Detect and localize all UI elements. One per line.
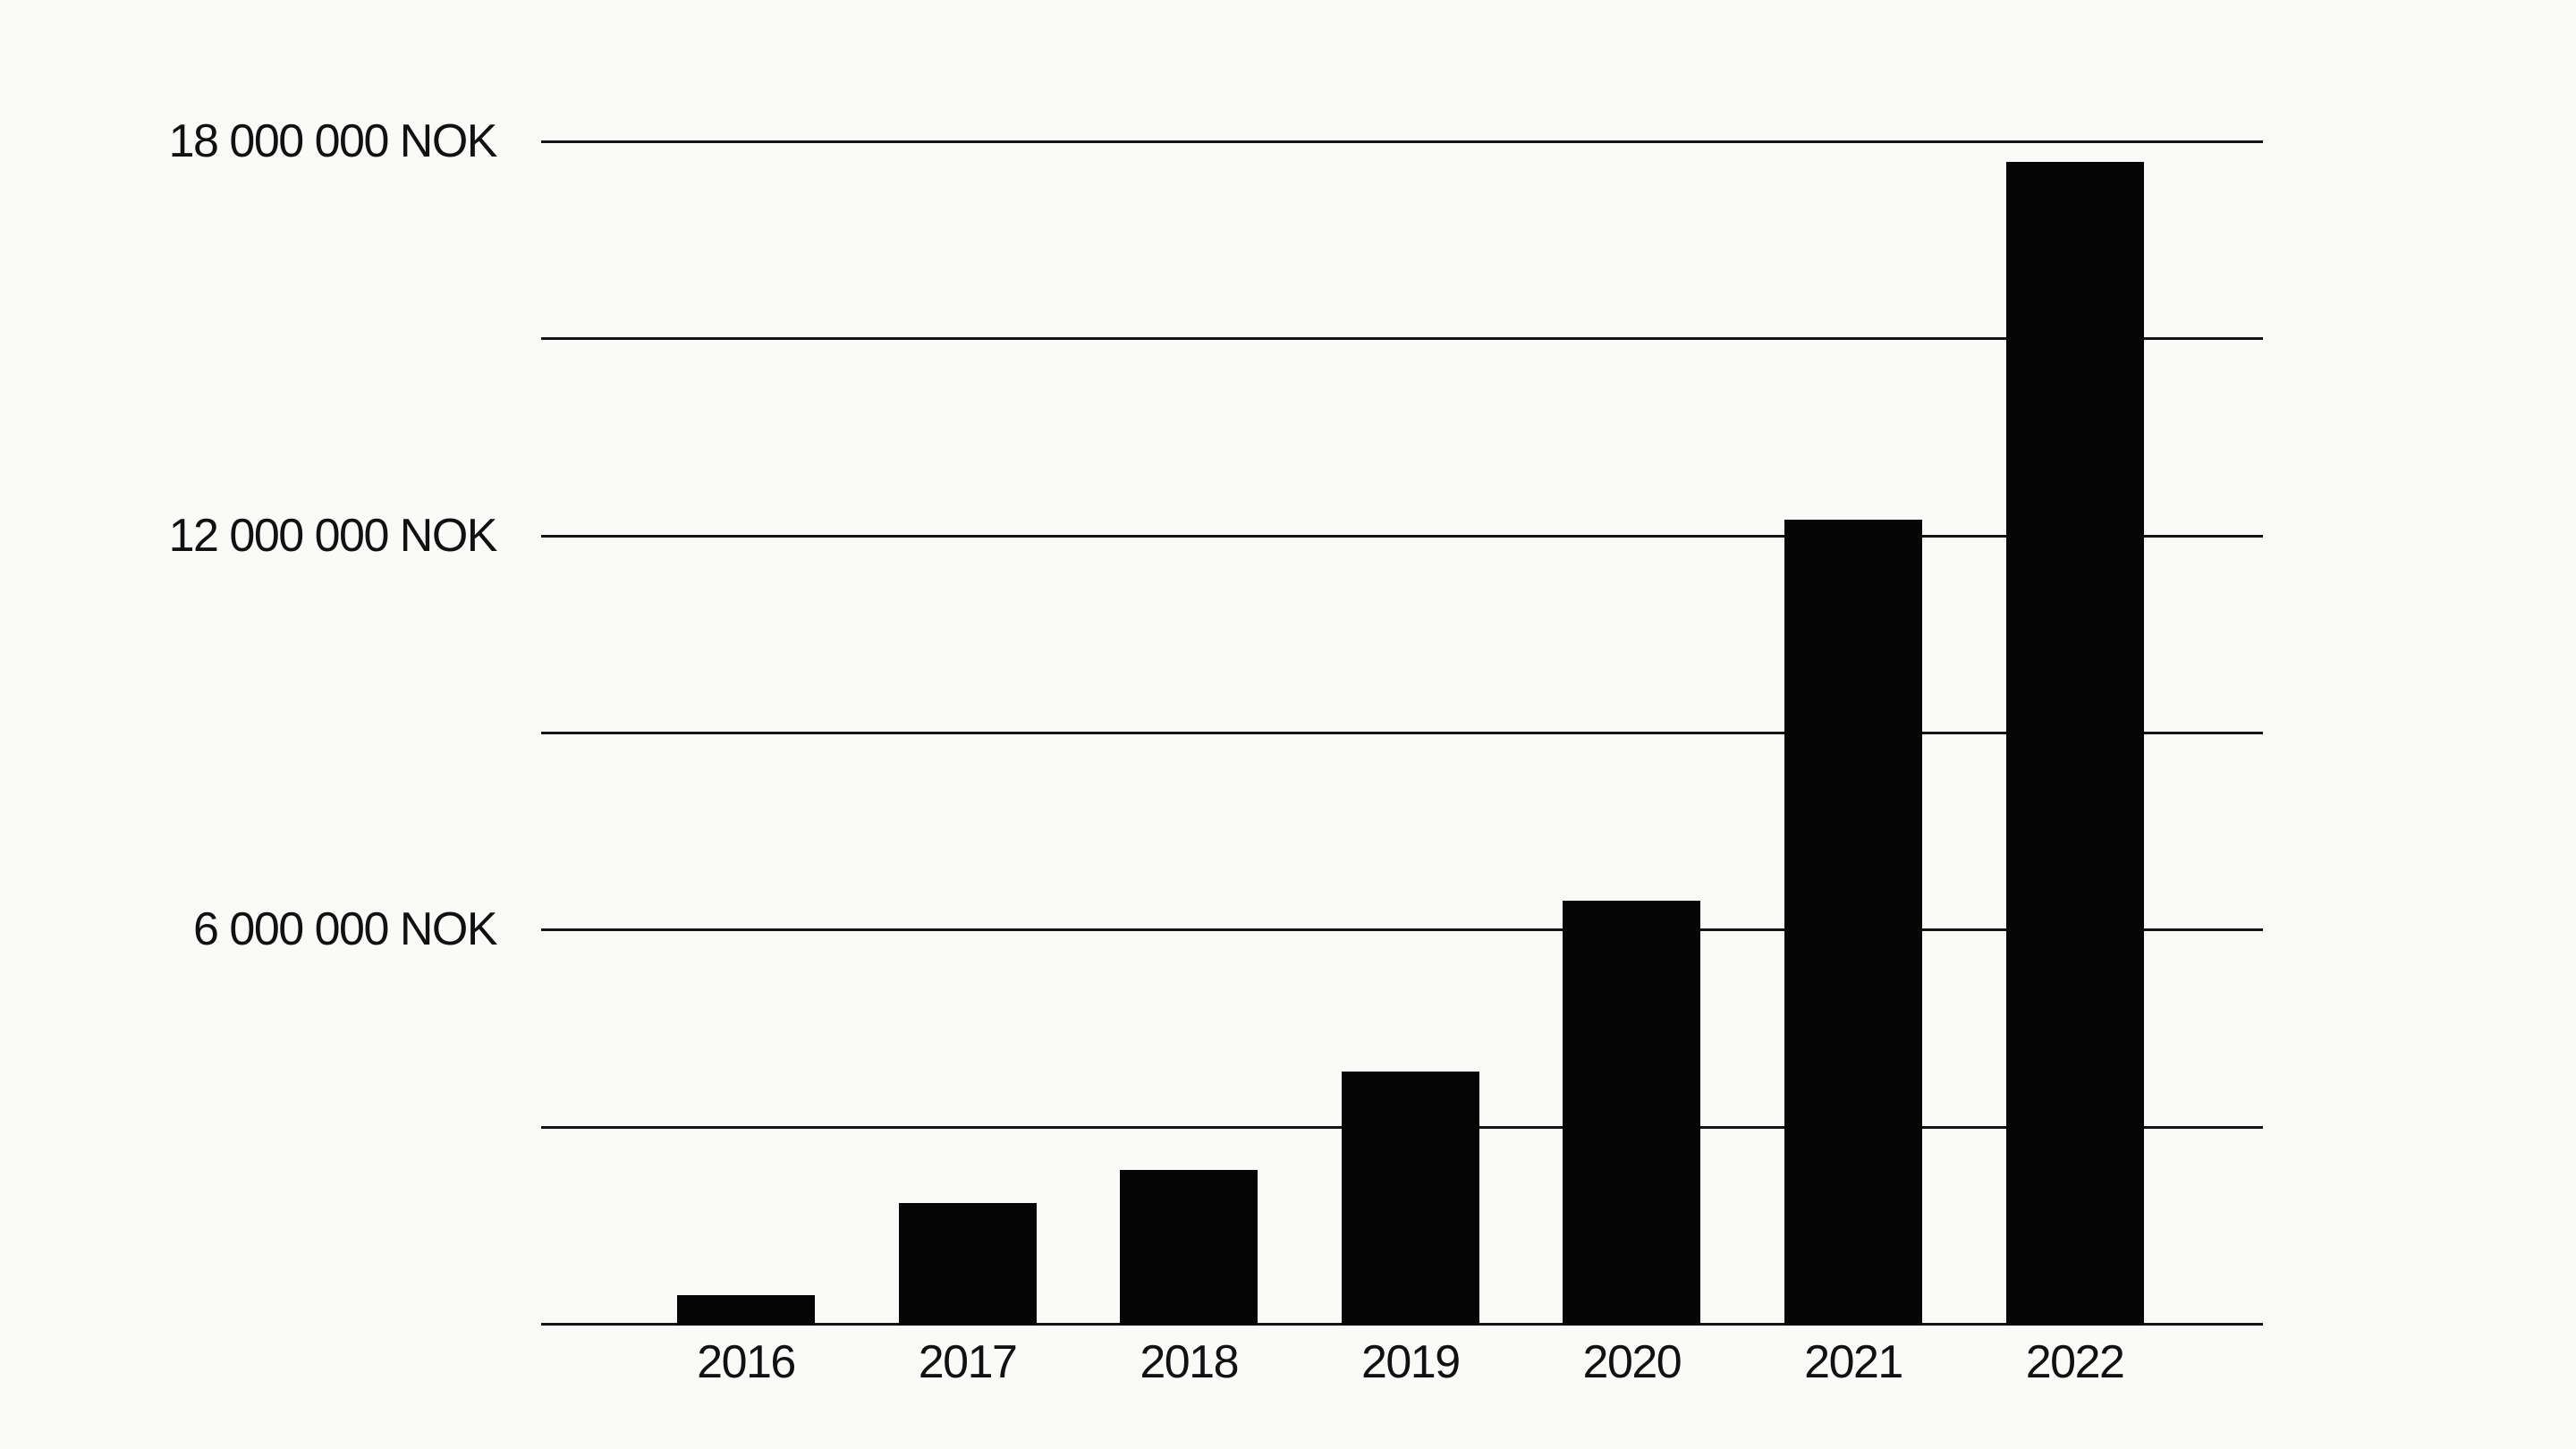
x-tick-label-2018: 2018 <box>1140 1336 1239 1388</box>
y-tick-label-18m: 18 000 000 NOK <box>168 115 498 167</box>
x-tick-label-2016: 2016 <box>697 1336 796 1388</box>
bar-2022 <box>2005 162 2144 1325</box>
bar-2021 <box>1784 520 1922 1325</box>
y-tick-label-6m: 6 000 000 NOK <box>193 903 497 956</box>
y-tick-label-12m: 12 000 000 NOK <box>168 509 498 562</box>
bar-2016 <box>677 1294 815 1325</box>
bar-2018 <box>1120 1170 1258 1325</box>
x-tick-label-2019: 2019 <box>1360 1336 1461 1388</box>
bar-2019 <box>1341 1072 1479 1325</box>
x-tick-label-2017: 2017 <box>918 1336 1018 1388</box>
x-tick-label-2020: 2020 <box>1582 1336 1682 1388</box>
bar-2017 <box>898 1203 1037 1325</box>
gridline-6m <box>541 928 2263 932</box>
gridline-9m <box>541 732 2263 734</box>
gridline-15m <box>541 337 2263 341</box>
gridline-18m <box>541 140 2263 143</box>
gridline-12m <box>541 534 2263 538</box>
bar-2020 <box>1563 901 1701 1325</box>
x-tick-label-2022: 2022 <box>2025 1336 2125 1388</box>
x-tick-label-2021: 2021 <box>1804 1336 1903 1388</box>
